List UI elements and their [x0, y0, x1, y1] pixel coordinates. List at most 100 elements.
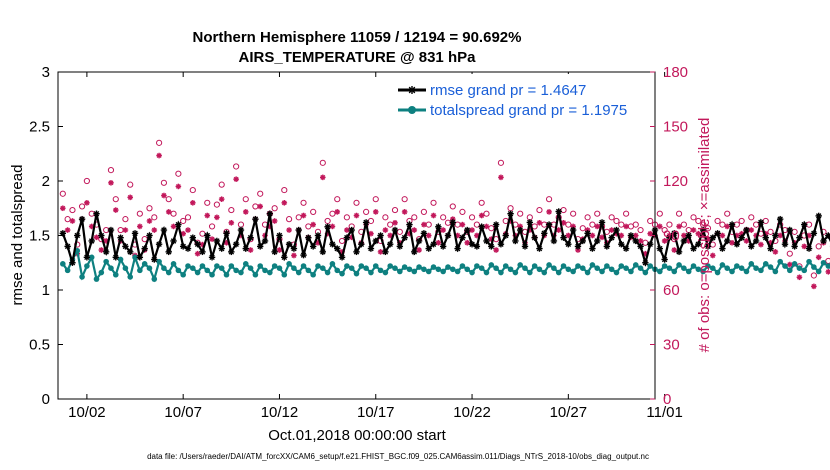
- obs-assimilated-point-stroke: [185, 227, 191, 233]
- rmse-point: [781, 241, 789, 248]
- totalspread-point: [700, 268, 706, 275]
- obs-assimilated-point: [758, 241, 764, 248]
- totalspread-point: [719, 262, 726, 268]
- obs-assimilated-point-stroke: [103, 238, 109, 244]
- obs-assimilated-point: [478, 212, 485, 219]
- y-axis-label: rmse and totalspread: [9, 165, 26, 306]
- totalspread-point: [209, 271, 215, 278]
- obs-assimilated-point: [464, 239, 471, 246]
- obs-assimilated-point: [382, 227, 389, 233]
- obs-possible-point: [78, 203, 86, 210]
- obs-possible-point: [714, 217, 721, 225]
- rmse-point-stroke: [811, 230, 817, 237]
- totalspread-point: [377, 267, 384, 274]
- rmse-point-stroke: [681, 238, 687, 244]
- rmse-point: [406, 221, 413, 228]
- rmse-point-stroke: [281, 254, 288, 261]
- totalspread-point: [637, 265, 644, 272]
- obs-assimilated-point-stroke: [368, 231, 374, 237]
- totalspread-point: [295, 269, 302, 276]
- legend-box: [394, 74, 652, 122]
- obs-possible-point: [767, 228, 774, 235]
- totalspread-point: [281, 271, 288, 278]
- totalspread-point: [194, 269, 201, 276]
- totalspread-point: [228, 263, 235, 269]
- obs-assimilated-point-stroke: [190, 200, 196, 206]
- rmse-point-stroke: [546, 221, 552, 228]
- rmse-point-stroke: [541, 230, 548, 237]
- rmse-point: [728, 221, 736, 228]
- rmse-point-stroke: [782, 241, 788, 247]
- obs-assimilated-point: [594, 223, 601, 230]
- rmse-point-stroke: [762, 234, 769, 241]
- legend-totalspread-text: totalspread grand pr = 1.1975: [430, 102, 627, 119]
- totalspread-point: [507, 266, 514, 273]
- rmse-point: [204, 232, 211, 239]
- rmse-point-stroke: [368, 245, 374, 252]
- obs-assimilated-point: [743, 238, 750, 244]
- rmse-point-stroke: [170, 238, 177, 244]
- totalspread-point: [642, 269, 649, 276]
- rmse-point-stroke: [411, 249, 418, 255]
- obs-assimilated-point: [536, 219, 543, 226]
- obs-assimilated-point: [459, 221, 466, 228]
- totalspread-point: [762, 261, 769, 267]
- totalspread-point: [204, 267, 211, 274]
- totalspread-point: [445, 264, 451, 270]
- rmse-point: [425, 245, 432, 252]
- totalspread-point: [811, 264, 817, 270]
- totalspread-point: [319, 265, 326, 272]
- rmse-point-stroke: [161, 227, 167, 233]
- obs-possible-point: [685, 226, 692, 234]
- rmse-point-stroke: [820, 238, 827, 244]
- obs-assimilated-point: [84, 200, 90, 206]
- rmse-point: [208, 254, 216, 261]
- totalspread-point: [411, 268, 418, 275]
- x-tick-label: 10/12: [261, 404, 299, 421]
- obs-assimilated-point-stroke: [69, 218, 75, 224]
- totalspread-point: [488, 262, 495, 268]
- obs-possible-point: [810, 272, 817, 279]
- rmse-point: [622, 245, 630, 252]
- obs-possible-point: [372, 196, 379, 203]
- rmse-point: [531, 234, 538, 241]
- obs-assimilated-point: [271, 218, 278, 224]
- rmse-point: [285, 241, 293, 248]
- rmse-point: [131, 230, 139, 237]
- rmse-point-stroke: [209, 254, 215, 261]
- rmse-point-stroke: [575, 243, 581, 250]
- rmse-point: [748, 243, 755, 250]
- totalspread-point: [705, 263, 711, 269]
- rmse-point-stroke: [502, 232, 509, 239]
- totalspread-point: [806, 258, 812, 265]
- obs-possible-point: [695, 217, 702, 225]
- rmse-point: [329, 241, 336, 248]
- rmse-point-stroke: [267, 210, 273, 217]
- obs-possible-point: [175, 170, 182, 177]
- obs-possible-point: [208, 223, 216, 230]
- rmse-point: [232, 241, 240, 248]
- obs-possible-point: [319, 159, 326, 166]
- obs-possible-point: [285, 216, 293, 223]
- obs-assimilated-point-stroke: [609, 227, 615, 233]
- obs-possible-point: [748, 214, 755, 221]
- totalspread-point: [286, 261, 292, 267]
- y-tick-label: 1.5: [29, 228, 50, 245]
- obs-assimilated-point: [64, 227, 71, 233]
- rmse-point-stroke: [796, 234, 803, 241]
- rmse-point: [146, 232, 153, 239]
- rmse-point-stroke: [218, 245, 225, 252]
- obs-assimilated-point-stroke: [175, 183, 181, 189]
- rmse-point: [237, 226, 245, 234]
- y-tick-label: 2.5: [29, 119, 50, 136]
- totalspread-point: [464, 266, 471, 273]
- rmse-point: [439, 243, 447, 250]
- totalspread-point: [324, 269, 331, 276]
- totalspread-point: [512, 269, 519, 276]
- rmse-point: [411, 248, 418, 256]
- rmse-point-stroke: [214, 238, 220, 244]
- rmse-point-stroke: [671, 230, 678, 237]
- obs-assimilated-point-stroke: [801, 243, 807, 249]
- rmse-point-stroke: [108, 227, 114, 233]
- totalspread-point: [372, 263, 379, 269]
